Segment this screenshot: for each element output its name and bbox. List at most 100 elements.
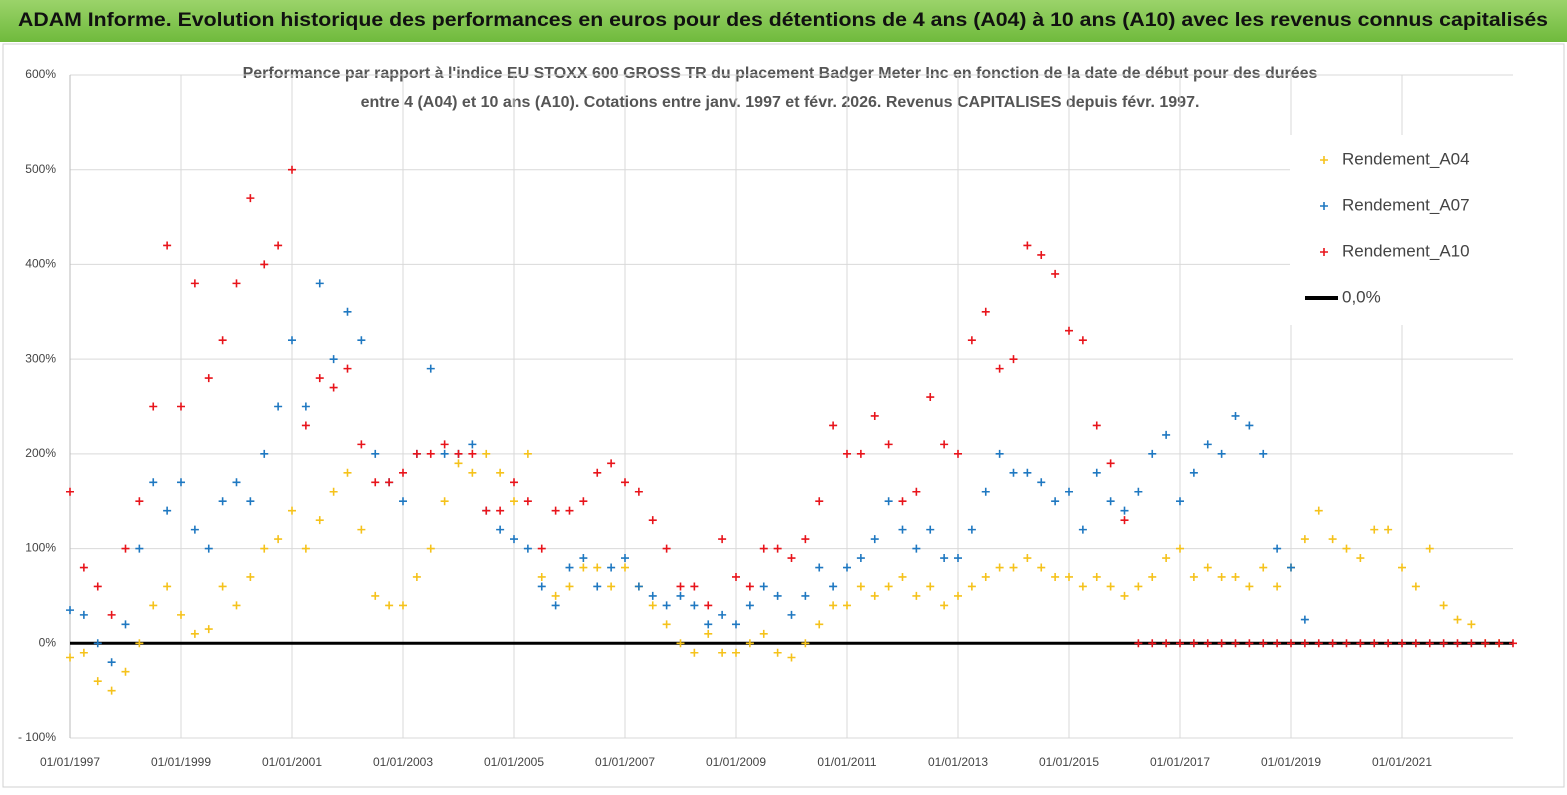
data-point: [510, 535, 518, 544]
data-point: [621, 554, 629, 563]
data-point: [79, 563, 88, 572]
data-point: [288, 336, 296, 345]
data-point: [1051, 572, 1060, 581]
data-point: [149, 601, 158, 610]
chart-subtitle: entre 4 (A04) et 10 ans (A10). Cotations…: [361, 94, 1200, 111]
data-point: [718, 648, 727, 657]
data-point: [107, 686, 116, 695]
data-point: [843, 601, 851, 610]
data-point: [1065, 487, 1073, 496]
data-point: [1356, 554, 1365, 563]
data-point: [1287, 563, 1295, 572]
data-point: [190, 525, 199, 534]
data-point: [829, 601, 838, 610]
data-point: [1231, 572, 1240, 581]
data-point: [510, 497, 518, 506]
data-point: [745, 639, 754, 648]
data-point: [260, 449, 269, 458]
data-point: [246, 194, 255, 203]
data-point: [288, 506, 296, 515]
data-point: [496, 468, 505, 477]
data-point: [801, 535, 810, 544]
data-point: [593, 582, 602, 591]
data-point: [204, 625, 213, 634]
data-point: [190, 279, 199, 288]
data-point: [1273, 639, 1282, 648]
data-point: [1120, 591, 1129, 600]
data-point: [315, 374, 324, 383]
y-tick-label: 0%: [39, 635, 57, 649]
data-point: [912, 591, 921, 600]
data-point: [593, 468, 602, 477]
data-point: [163, 241, 172, 250]
data-point: [1162, 554, 1171, 563]
data-point: [773, 648, 782, 657]
data-point: [815, 620, 824, 629]
data-point: [995, 364, 1004, 373]
data-point: [1481, 639, 1490, 648]
data-point: [967, 336, 976, 345]
data-point: [718, 535, 727, 544]
data-point: [926, 525, 935, 534]
x-tick-label: 01/01/1999: [151, 755, 211, 769]
data-point: [870, 591, 879, 600]
data-point: [718, 610, 727, 619]
data-point: [1106, 459, 1115, 468]
data-point: [399, 497, 407, 506]
data-point: [884, 582, 893, 591]
data-point: [232, 279, 241, 288]
data-point: [177, 478, 185, 487]
data-point: [801, 639, 810, 648]
data-point: [1356, 639, 1365, 648]
data-point: [676, 591, 685, 600]
data-point: [440, 497, 449, 506]
data-point: [1217, 639, 1226, 648]
data-point: [1176, 497, 1184, 506]
data-point: [1439, 639, 1448, 648]
data-point: [981, 487, 990, 496]
data-point: [107, 610, 116, 619]
data-point: [426, 364, 435, 373]
data-point: [593, 563, 602, 572]
data-point: [1259, 639, 1268, 648]
data-point: [288, 165, 296, 174]
data-point: [135, 639, 144, 648]
data-point: [163, 582, 172, 591]
data-point: [1453, 615, 1462, 624]
data-point: [579, 554, 588, 563]
data-point: [454, 459, 463, 468]
data-point: [1134, 639, 1143, 648]
chart-border: [2, 43, 1565, 788]
data-point: [440, 440, 449, 449]
data-point: [1176, 639, 1184, 648]
data-point: [496, 506, 505, 515]
data-point: [690, 601, 699, 610]
data-point: [1120, 506, 1129, 515]
data-point: [1467, 639, 1476, 648]
data-point: [1134, 582, 1143, 591]
data-point: [1051, 497, 1060, 506]
x-tick-label: 01/01/2015: [1039, 755, 1099, 769]
data-point: [412, 572, 421, 581]
data-point: [1134, 487, 1143, 496]
data-point: [1300, 535, 1309, 544]
data-point: [1398, 563, 1406, 572]
data-point: [1023, 241, 1032, 250]
data-point: [301, 544, 310, 553]
data-point: [843, 563, 851, 572]
data-point: [218, 336, 227, 345]
data-point: [704, 620, 713, 629]
data-point: [607, 459, 616, 468]
data-point: [218, 582, 227, 591]
data-point: [468, 449, 477, 458]
data-point: [1509, 639, 1517, 648]
legend-label: 0,0%: [1342, 287, 1381, 306]
y-tick-label: 200%: [25, 446, 56, 460]
y-tick-label: 600%: [25, 67, 56, 81]
data-point: [66, 653, 74, 662]
data-point: [385, 601, 394, 610]
data-point: [1328, 639, 1337, 648]
data-point: [343, 364, 352, 373]
data-point: [829, 421, 838, 430]
data-point: [274, 535, 283, 544]
